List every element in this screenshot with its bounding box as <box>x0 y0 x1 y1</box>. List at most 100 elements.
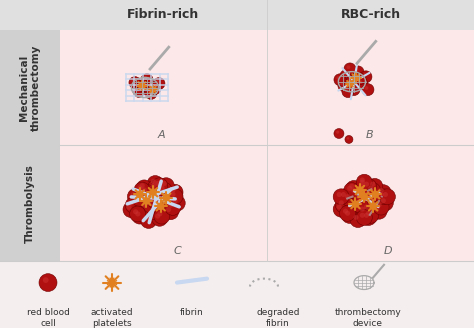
Circle shape <box>155 80 159 84</box>
Circle shape <box>132 191 148 207</box>
Circle shape <box>127 205 132 210</box>
Circle shape <box>158 195 174 211</box>
Circle shape <box>133 86 145 97</box>
Circle shape <box>345 135 353 143</box>
Circle shape <box>171 188 175 193</box>
Circle shape <box>340 70 352 82</box>
Circle shape <box>168 203 173 208</box>
Circle shape <box>145 88 157 99</box>
Circle shape <box>140 183 145 188</box>
Circle shape <box>138 184 155 200</box>
Circle shape <box>345 194 350 199</box>
Circle shape <box>376 203 382 208</box>
Circle shape <box>364 192 369 197</box>
Circle shape <box>342 191 357 207</box>
Circle shape <box>134 182 150 198</box>
Circle shape <box>154 208 170 224</box>
Circle shape <box>374 207 380 211</box>
Text: red blood
cell: red blood cell <box>27 308 69 328</box>
Circle shape <box>147 204 163 220</box>
Circle shape <box>141 74 153 86</box>
Circle shape <box>356 78 368 90</box>
Circle shape <box>360 207 365 211</box>
Circle shape <box>352 66 364 78</box>
Circle shape <box>350 86 355 90</box>
Circle shape <box>136 88 139 92</box>
Circle shape <box>339 206 356 221</box>
Circle shape <box>142 188 147 193</box>
Circle shape <box>365 183 381 199</box>
Circle shape <box>352 197 368 213</box>
Circle shape <box>153 78 165 90</box>
Circle shape <box>344 63 356 75</box>
Circle shape <box>173 198 178 204</box>
Circle shape <box>333 189 349 205</box>
Circle shape <box>367 179 383 194</box>
Circle shape <box>371 191 387 207</box>
Circle shape <box>379 192 384 197</box>
Circle shape <box>363 208 379 223</box>
Circle shape <box>149 83 161 94</box>
Circle shape <box>143 191 159 207</box>
Circle shape <box>356 176 372 192</box>
Circle shape <box>147 90 151 94</box>
Circle shape <box>383 192 388 197</box>
Circle shape <box>147 176 163 192</box>
Text: Thrombolysis: Thrombolysis <box>25 164 35 243</box>
Bar <box>0 261 474 328</box>
Circle shape <box>346 181 362 196</box>
Circle shape <box>152 85 155 89</box>
Circle shape <box>370 182 375 187</box>
Circle shape <box>364 213 369 218</box>
Circle shape <box>355 68 358 72</box>
Circle shape <box>151 196 156 201</box>
Circle shape <box>375 185 391 201</box>
Circle shape <box>167 184 183 200</box>
Circle shape <box>152 189 168 205</box>
Circle shape <box>334 128 344 138</box>
Circle shape <box>135 194 140 199</box>
Circle shape <box>147 180 163 196</box>
Circle shape <box>341 192 346 197</box>
Text: B: B <box>366 130 374 140</box>
Circle shape <box>171 192 175 197</box>
Circle shape <box>354 215 358 220</box>
Circle shape <box>128 201 134 206</box>
Circle shape <box>152 210 168 226</box>
Circle shape <box>340 82 344 86</box>
Circle shape <box>144 76 147 80</box>
Circle shape <box>360 178 365 183</box>
Circle shape <box>381 198 386 203</box>
Circle shape <box>156 182 172 198</box>
Text: degraded
fibrin: degraded fibrin <box>256 308 300 328</box>
Circle shape <box>350 212 366 227</box>
Text: fibrin: fibrin <box>180 308 204 317</box>
Circle shape <box>364 182 369 187</box>
Circle shape <box>155 181 160 186</box>
Circle shape <box>351 188 356 193</box>
Circle shape <box>347 186 352 191</box>
Circle shape <box>162 198 167 204</box>
Circle shape <box>361 209 376 225</box>
Circle shape <box>146 201 151 206</box>
Text: thrombectomy
device: thrombectomy device <box>335 308 401 328</box>
Circle shape <box>346 76 358 88</box>
Circle shape <box>365 199 381 215</box>
Circle shape <box>167 189 183 205</box>
Circle shape <box>142 203 147 208</box>
Circle shape <box>162 181 167 186</box>
Circle shape <box>337 205 342 209</box>
Circle shape <box>165 200 181 215</box>
Circle shape <box>337 192 342 197</box>
Circle shape <box>360 180 365 185</box>
Circle shape <box>128 189 144 205</box>
Circle shape <box>135 211 140 216</box>
Circle shape <box>138 200 155 215</box>
Bar <box>60 30 474 261</box>
Circle shape <box>141 212 156 228</box>
Circle shape <box>129 77 141 89</box>
Circle shape <box>159 185 164 190</box>
Circle shape <box>334 74 346 86</box>
Circle shape <box>151 207 156 212</box>
Circle shape <box>335 197 351 213</box>
